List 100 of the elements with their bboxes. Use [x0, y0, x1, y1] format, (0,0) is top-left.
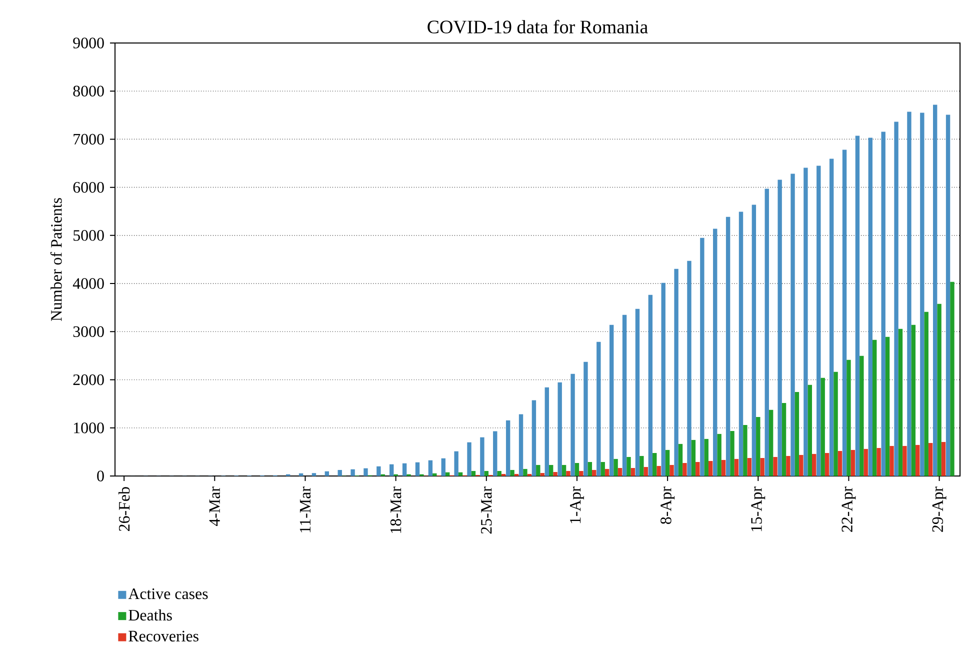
- bar: [734, 458, 739, 476]
- bar: [738, 212, 744, 476]
- bar: [820, 378, 825, 476]
- bar: [558, 382, 562, 476]
- bar: [713, 228, 718, 476]
- bar: [916, 444, 920, 476]
- bar: [721, 460, 726, 476]
- bar: [834, 372, 838, 476]
- bar: [950, 282, 954, 476]
- bar: [506, 420, 510, 476]
- bar: [842, 150, 847, 476]
- bar: [548, 464, 554, 476]
- bar: [656, 466, 661, 476]
- bar: [730, 430, 734, 476]
- chart-title: COVID-19 data for Romania: [428, 20, 648, 34]
- bar: [838, 450, 842, 476]
- bar: [390, 464, 394, 476]
- bar: [890, 446, 894, 476]
- bar: [924, 312, 928, 476]
- legend-label: Recoveries: [128, 630, 198, 642]
- bar: [756, 416, 760, 476]
- bar: [860, 356, 864, 476]
- bar: [928, 442, 933, 476]
- bar: [626, 456, 631, 476]
- x-tick-label: 25-Mar: [481, 486, 492, 534]
- bar: [544, 387, 549, 476]
- bar: [618, 468, 622, 476]
- x-tick-label: 1-Apr: [570, 486, 584, 524]
- bar: [816, 166, 821, 476]
- bar: [778, 180, 782, 476]
- bar: [812, 454, 816, 476]
- bar: [540, 473, 544, 476]
- bar: [760, 458, 764, 476]
- bar: [609, 324, 614, 476]
- bar: [687, 260, 692, 476]
- bar: [510, 470, 514, 476]
- bar: [846, 360, 851, 476]
- bar: [920, 112, 924, 476]
- bar: [312, 473, 316, 476]
- bar: [855, 136, 860, 476]
- bar: [768, 410, 774, 476]
- y-tick-label: 9000: [73, 38, 104, 48]
- x-tick-label: 22-Apr: [842, 486, 856, 532]
- bar: [782, 402, 786, 476]
- bar: [523, 468, 528, 476]
- bar: [614, 458, 618, 476]
- bar: [678, 444, 683, 476]
- bar: [670, 464, 674, 476]
- bar: [338, 470, 342, 476]
- bar: [881, 132, 886, 476]
- y-tick-label: 8000: [73, 86, 104, 96]
- y-tick-label: 5000: [74, 230, 104, 241]
- bar: [574, 462, 580, 476]
- y-axis-title: Number of Patients: [50, 198, 62, 322]
- bar: [471, 470, 476, 476]
- bar: [885, 336, 890, 476]
- bar: [876, 448, 881, 476]
- bar: [364, 468, 368, 476]
- bar: [570, 374, 575, 476]
- bar: [604, 468, 610, 476]
- bar: [644, 466, 648, 476]
- bar: [764, 188, 769, 476]
- x-tick-label: 26-Feb: [118, 487, 130, 531]
- bar: [562, 464, 566, 476]
- bar: [790, 174, 795, 476]
- x-tick-label: 4-Mar: [209, 486, 220, 526]
- bar: [704, 438, 708, 476]
- x-tick-label: 8-Apr: [660, 486, 675, 524]
- bar: [298, 473, 304, 476]
- bar: [682, 462, 687, 476]
- bar: [458, 472, 463, 476]
- bar: [566, 470, 570, 476]
- bar: [933, 104, 938, 476]
- bar: [553, 472, 558, 476]
- legend-label: Deaths: [128, 609, 172, 621]
- bar: [747, 458, 752, 476]
- y-tick-label: 2000: [73, 374, 104, 386]
- bar: [622, 314, 627, 476]
- bar: [518, 414, 524, 476]
- bar: [794, 392, 800, 476]
- y-tick-label: 7000: [74, 134, 104, 145]
- bar: [941, 442, 946, 476]
- bar: [532, 400, 536, 476]
- bar: [907, 112, 912, 476]
- bar: [804, 168, 808, 476]
- bar: [911, 324, 916, 476]
- bar: [493, 431, 498, 476]
- x-tick-label: 15-Apr: [751, 486, 766, 532]
- bar: [773, 456, 778, 476]
- bar: [596, 342, 601, 476]
- bar: [850, 450, 856, 476]
- bar: [868, 138, 872, 476]
- bar: [635, 308, 640, 476]
- bar: [665, 450, 670, 476]
- bar: [786, 456, 790, 476]
- x-tick-label: 18-Mar: [390, 486, 402, 533]
- bar: [648, 294, 653, 476]
- bar: [799, 454, 804, 476]
- bar: [592, 470, 596, 476]
- bar: [752, 204, 756, 476]
